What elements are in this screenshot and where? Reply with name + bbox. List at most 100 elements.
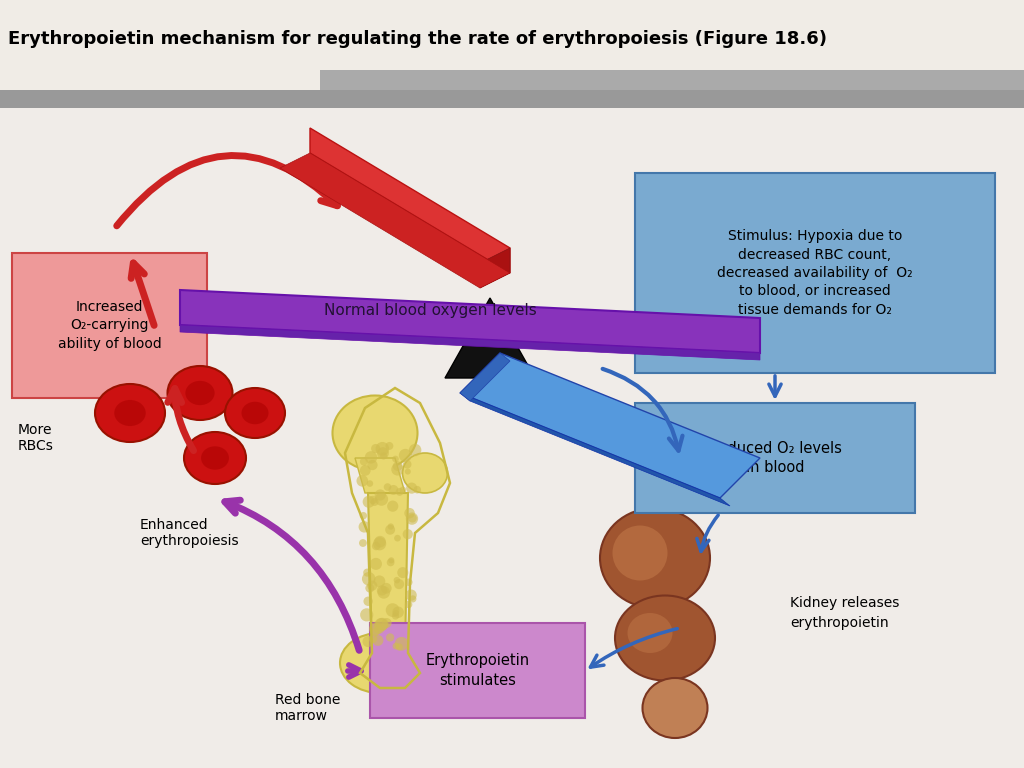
Circle shape — [404, 468, 411, 475]
Circle shape — [397, 567, 409, 578]
Circle shape — [393, 577, 400, 584]
Ellipse shape — [340, 633, 420, 693]
Circle shape — [360, 608, 374, 621]
Circle shape — [393, 462, 402, 471]
Circle shape — [406, 590, 417, 601]
Bar — [0, 108, 1024, 768]
Circle shape — [359, 512, 367, 519]
Circle shape — [374, 575, 385, 588]
Ellipse shape — [242, 402, 268, 424]
Polygon shape — [355, 458, 406, 493]
Circle shape — [388, 523, 394, 530]
Polygon shape — [460, 393, 730, 506]
Circle shape — [371, 628, 379, 637]
Circle shape — [372, 542, 380, 550]
Text: Stimulus: Hypoxia due to
decreased RBC count,
decreased availability of  O₂
to b: Stimulus: Hypoxia due to decreased RBC c… — [717, 229, 912, 317]
Circle shape — [371, 498, 379, 506]
Polygon shape — [460, 353, 510, 401]
Circle shape — [369, 622, 382, 635]
Bar — [0, 90, 1024, 108]
Circle shape — [398, 449, 412, 462]
Circle shape — [356, 475, 369, 487]
Circle shape — [409, 514, 417, 522]
Circle shape — [375, 492, 388, 506]
Bar — [319, 70, 1024, 90]
Ellipse shape — [225, 388, 285, 438]
Circle shape — [361, 572, 376, 585]
Text: Reduced O₂ levels
in blood: Reduced O₂ levels in blood — [709, 441, 842, 475]
Circle shape — [392, 455, 398, 462]
Text: Erythropoietin mechanism for regulating the rate of erythropoiesis (Figure 18.6): Erythropoietin mechanism for regulating … — [8, 30, 827, 48]
Circle shape — [414, 486, 421, 494]
Circle shape — [362, 636, 374, 647]
Bar — [0, 108, 1024, 768]
Ellipse shape — [383, 641, 437, 686]
Text: Enhanced
erythropoiesis: Enhanced erythropoiesis — [140, 518, 239, 548]
Circle shape — [371, 444, 380, 453]
Circle shape — [370, 558, 382, 570]
Circle shape — [399, 487, 407, 493]
Ellipse shape — [184, 432, 246, 484]
Circle shape — [388, 485, 398, 495]
Circle shape — [375, 618, 388, 631]
Polygon shape — [460, 353, 760, 498]
Circle shape — [359, 458, 368, 465]
Circle shape — [387, 558, 394, 566]
Ellipse shape — [115, 400, 145, 426]
Polygon shape — [180, 325, 760, 360]
Circle shape — [359, 465, 371, 476]
Ellipse shape — [615, 595, 715, 680]
Circle shape — [368, 460, 378, 470]
Circle shape — [392, 607, 403, 618]
Circle shape — [382, 618, 391, 628]
Circle shape — [359, 539, 367, 547]
Circle shape — [386, 603, 399, 617]
Circle shape — [392, 612, 399, 620]
Ellipse shape — [402, 453, 447, 493]
Circle shape — [364, 597, 373, 606]
Circle shape — [395, 488, 403, 496]
Circle shape — [358, 521, 370, 532]
Text: Increased
O₂-carrying
ability of blood: Increased O₂-carrying ability of blood — [57, 300, 162, 351]
Circle shape — [366, 584, 375, 593]
Circle shape — [395, 644, 402, 650]
Circle shape — [388, 558, 394, 564]
Polygon shape — [180, 290, 760, 353]
Ellipse shape — [600, 508, 710, 608]
Circle shape — [376, 617, 388, 631]
Circle shape — [376, 442, 389, 455]
Circle shape — [394, 535, 400, 541]
Circle shape — [364, 568, 372, 577]
Text: Red bone
marrow: Red bone marrow — [275, 693, 340, 723]
Circle shape — [362, 495, 375, 508]
Circle shape — [403, 460, 412, 468]
Circle shape — [392, 643, 399, 650]
Circle shape — [384, 483, 391, 491]
Circle shape — [365, 451, 377, 464]
Circle shape — [377, 585, 387, 595]
Ellipse shape — [95, 384, 165, 442]
Ellipse shape — [185, 381, 215, 406]
Polygon shape — [445, 298, 535, 378]
Polygon shape — [310, 128, 510, 273]
Circle shape — [378, 586, 390, 599]
Circle shape — [373, 635, 383, 646]
Ellipse shape — [642, 678, 708, 738]
Circle shape — [375, 536, 386, 548]
Circle shape — [407, 482, 417, 494]
Ellipse shape — [201, 446, 229, 470]
Circle shape — [369, 634, 377, 643]
Circle shape — [391, 463, 403, 475]
Text: Normal blood oxygen levels: Normal blood oxygen levels — [324, 303, 537, 317]
Polygon shape — [480, 248, 510, 288]
Bar — [370, 623, 585, 718]
Circle shape — [394, 579, 404, 589]
Circle shape — [404, 508, 415, 518]
Circle shape — [374, 622, 385, 634]
Circle shape — [377, 447, 389, 459]
Ellipse shape — [612, 525, 668, 581]
Text: More
RBCs: More RBCs — [18, 423, 54, 453]
Circle shape — [409, 444, 421, 456]
Circle shape — [385, 525, 395, 535]
Bar — [635, 403, 915, 513]
